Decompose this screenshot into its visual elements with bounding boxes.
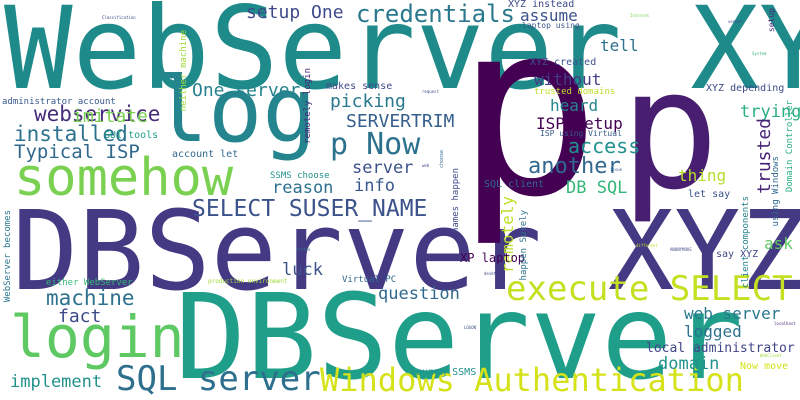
word-settle: settle: [296, 248, 310, 252]
word-one-server: One server: [192, 82, 300, 100]
word-question: question: [378, 286, 460, 303]
word-using-windows: using Windows: [772, 156, 781, 226]
word-servertrim: SERVERTRIM: [346, 113, 454, 131]
word-classification: Classification: [102, 16, 136, 20]
word-heard: heard: [550, 98, 598, 114]
word-imitate: imitate: [72, 108, 148, 126]
word-typical-isp: Typical ISP: [14, 143, 140, 162]
word-virtual-pc: Virtual PC: [342, 276, 396, 285]
word-makes-sense: makes sense: [326, 82, 392, 92]
word-another: another: [528, 156, 621, 178]
word-laptop-using: laptop using: [522, 22, 580, 30]
word-anonymous: ANONYMOUS: [670, 248, 692, 252]
word-select-suser-name: SELECT SUSER_NAME: [192, 198, 427, 221]
word-production-environment: production environment: [208, 279, 287, 285]
word-tell: tell: [600, 38, 639, 54]
word-happen-surely: happen Surely: [520, 210, 529, 280]
word-access: access: [568, 136, 640, 156]
word-trusted-domains: trusted domains: [534, 88, 615, 97]
word-choose: choose: [440, 150, 445, 168]
word-logon: LOGON: [464, 326, 476, 330]
word-sql-client: SQL client: [484, 180, 544, 190]
word-let-say: let say: [688, 190, 730, 200]
word-localhost: localhost: [774, 322, 796, 326]
word-internet: Internet: [630, 14, 649, 18]
word-system: System: [752, 52, 766, 56]
word-thing: thing: [678, 168, 726, 184]
word-without: without: [534, 72, 601, 88]
word-webserver-becomes: WebServer becomes: [4, 210, 13, 302]
word-setup-one: setup One: [246, 4, 344, 22]
word-setup: setup: [768, 8, 776, 32]
word-ask: ask: [764, 236, 793, 252]
word-credentials: credentials: [356, 2, 515, 26]
word-reason: reason: [272, 180, 333, 197]
word-server: server: [352, 160, 413, 177]
word-xyz-created: XYZ created: [530, 58, 596, 68]
word-isp-using-virtual: ISP using Virtual: [540, 130, 622, 138]
word-xyz-instead: XYZ instead: [508, 0, 574, 10]
word-logged: logged: [684, 324, 742, 340]
word-gui-tools: GUI tools: [104, 131, 158, 141]
word-info: info: [354, 178, 395, 195]
word-xp-laptop: XP laptop: [460, 252, 525, 264]
word-web: web: [422, 164, 429, 168]
word-domain-controller: Domain Controller: [786, 100, 795, 192]
word-implement: implement: [10, 374, 102, 391]
word-neither-machine: neither machine: [180, 30, 189, 111]
word-account-let: account let: [172, 150, 238, 160]
word-domain: domain: [658, 356, 719, 373]
word-issue: issue: [610, 168, 622, 172]
word-administrator-account: administrator account: [2, 98, 116, 107]
word-webclient: WebClient: [760, 354, 782, 358]
word-client-components: client components: [742, 196, 751, 288]
word-now-move: Now move: [740, 362, 788, 372]
word-p-now: p Now: [330, 130, 420, 160]
word-names-happen: names happen: [452, 168, 461, 233]
word-luck: luck: [282, 262, 323, 279]
word-ssms-choose: SSMS choose: [270, 172, 330, 181]
word-xyz-depending: XYZ depending: [706, 84, 784, 94]
word-db-sql: DB SQL: [566, 180, 627, 197]
word-fact: fact: [58, 308, 101, 326]
word-different: different: [636, 244, 658, 248]
word-request: request: [422, 90, 439, 94]
word-say-xyz: say XYZ: [716, 250, 758, 260]
word-sql-server: SQL server: [116, 362, 321, 396]
word-vender: vender: [728, 20, 742, 24]
word-picking: picking: [330, 93, 406, 111]
word-either-webserver: either WebServer: [46, 279, 133, 288]
word-remotely-login: remotely login: [304, 68, 313, 144]
word-launch-ssms: launch SSMS: [410, 368, 476, 378]
word-desktop: desktop: [484, 272, 501, 276]
word-web-server: web server: [684, 306, 780, 322]
